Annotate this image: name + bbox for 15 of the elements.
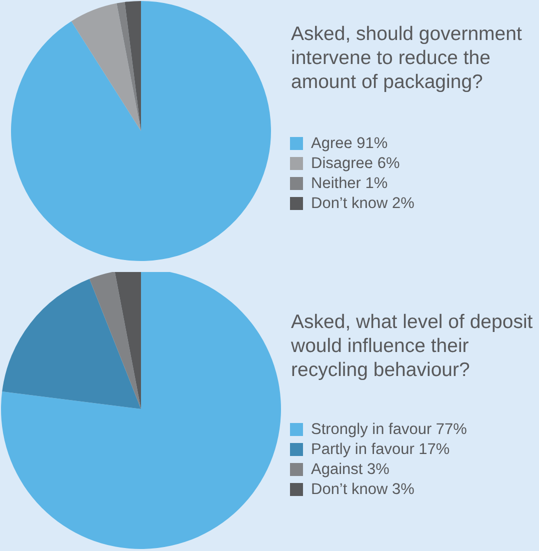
pie-slice [11, 1, 271, 261]
pie-slice [116, 2, 141, 131]
legend-label: Agree 91% [311, 135, 388, 152]
text: Asked, what level of deposit would influence their recycling behaviour? [291, 310, 534, 382]
legend-label: Partly in favour 17% [311, 441, 450, 458]
text: Asked, should government intervene to reduce the amount of packaging? [291, 22, 523, 94]
legend-label: Disagree 6% [311, 155, 400, 172]
legend-label: Strongly in favour 77% [311, 421, 467, 438]
pie-slice [71, 3, 141, 131]
legend-label: Don’t know 2% [311, 195, 414, 212]
pie-slice [124, 1, 141, 131]
legend-label: Against 3% [311, 461, 390, 478]
legend-label: Neither 1% [311, 175, 388, 192]
pie-slice [89, 272, 141, 409]
legend-label: Don’t know 3% [311, 481, 414, 498]
